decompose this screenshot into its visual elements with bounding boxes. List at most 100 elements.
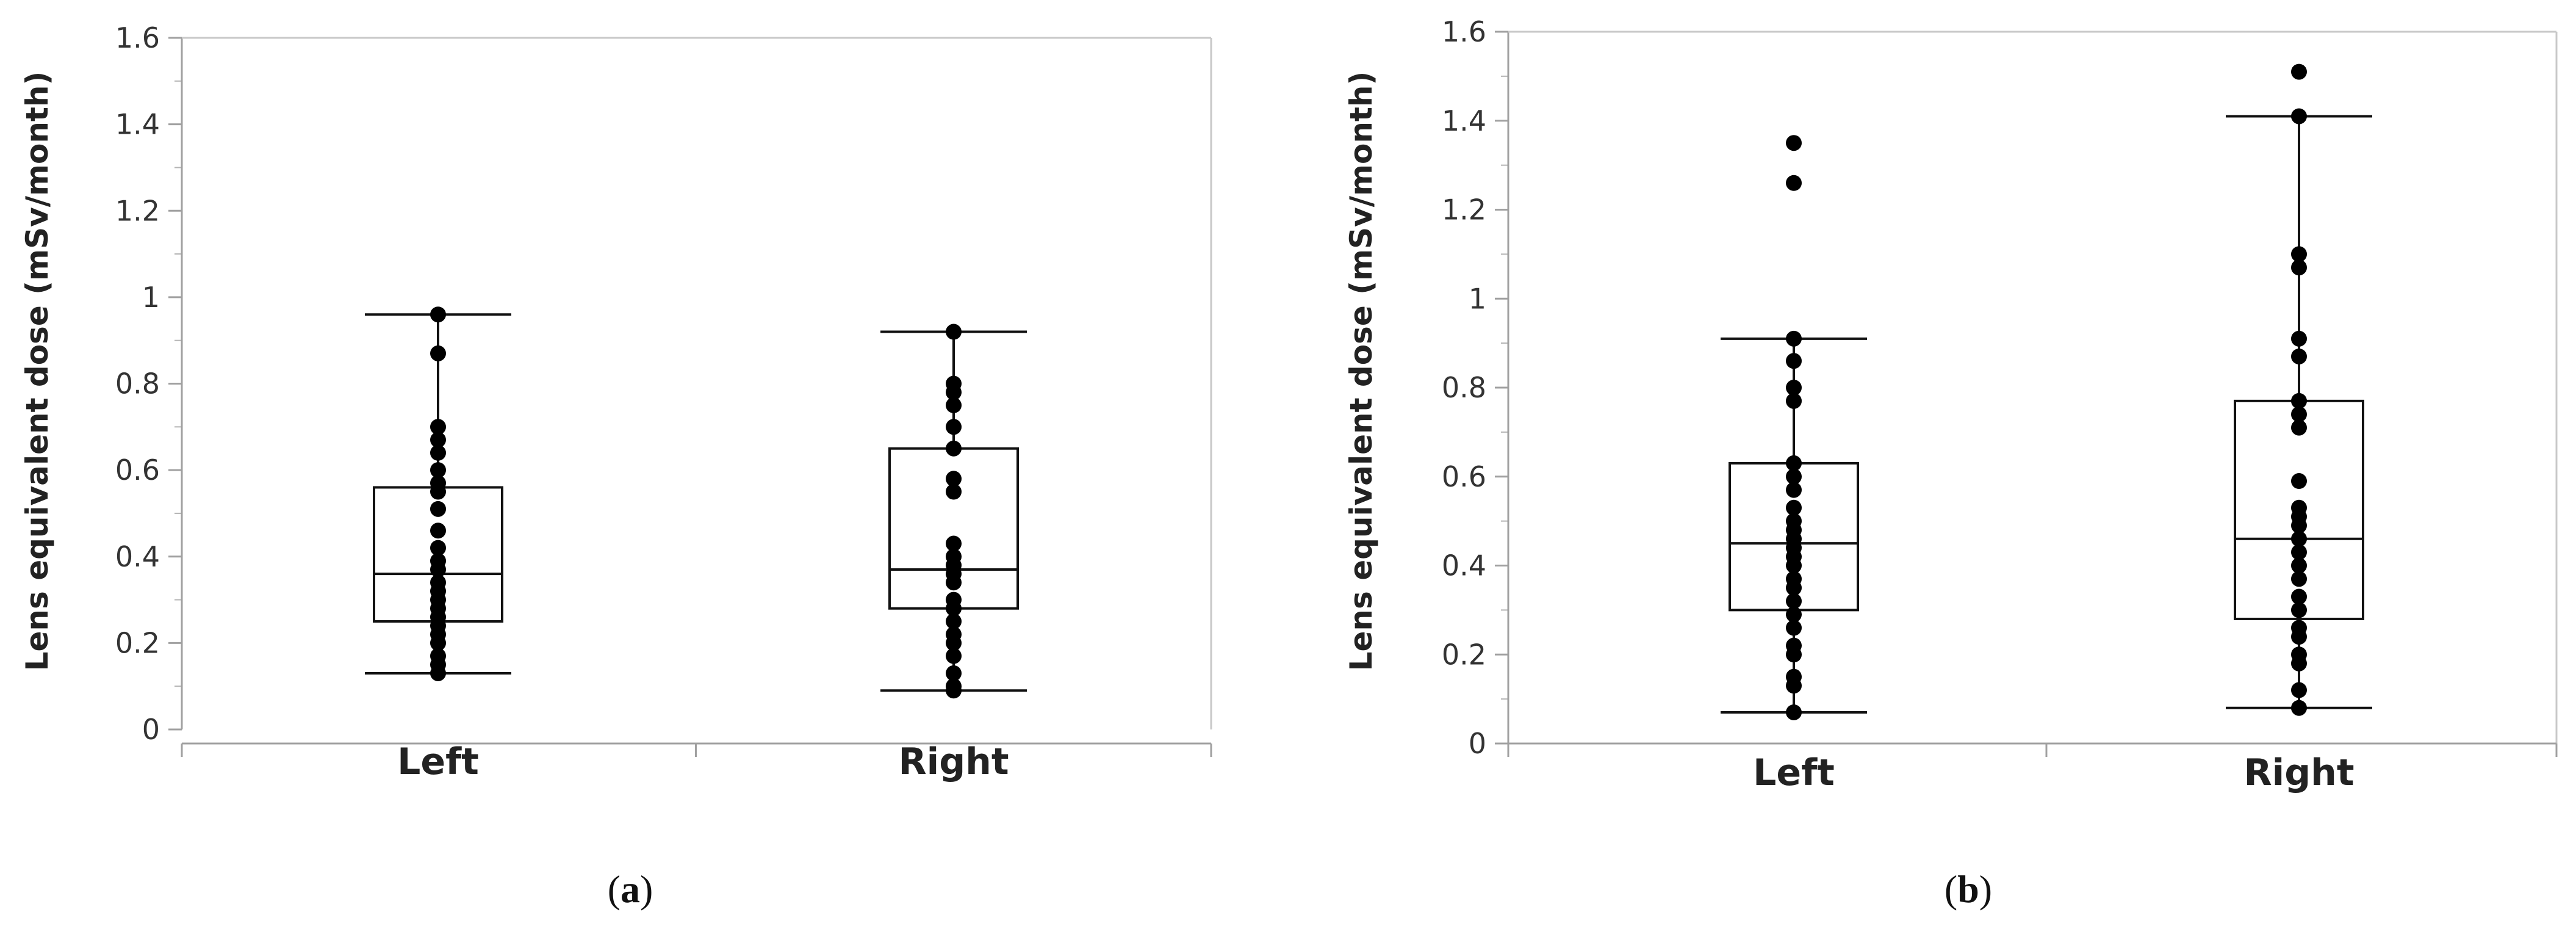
y-axis-title-a: Lens equivalent dose (mSv/month) (20, 71, 55, 671)
data-point (2291, 530, 2307, 547)
data-point (1786, 593, 1802, 609)
data-point (2291, 259, 2307, 276)
x-categories-a: Left Right (397, 740, 1009, 783)
data-point (2291, 393, 2307, 409)
y-tick-label: 1.2 (1442, 194, 1486, 226)
data-point (430, 462, 446, 479)
data-point (946, 397, 962, 413)
data-point (946, 635, 962, 651)
data-point (2291, 629, 2307, 645)
y-axis-title: Lens equivalent dose (mSv/month) (1344, 71, 1379, 671)
box-right (2226, 63, 2372, 716)
data-point (946, 574, 962, 591)
data-point (2291, 588, 2307, 605)
data-point (1786, 557, 1802, 574)
data-point (430, 306, 446, 323)
data-point (2291, 557, 2307, 574)
y-tick-label: 0.2 (1442, 638, 1486, 671)
x-categories-b: Left Right (1753, 751, 2354, 794)
y-ticks-b: 0 0.2 0.4 0.6 0.8 1 1.2 1.4 1.6 (1442, 15, 1508, 760)
category-label-right: Right (898, 740, 1009, 783)
data-point (1786, 704, 1802, 720)
data-point (1786, 175, 1802, 191)
data-point (2291, 655, 2307, 671)
y-tick-label: 0.6 (115, 454, 160, 487)
y-ticks-a: 0 0.2 0.4 0.6 0.8 1 1.2 1.4 1.6 (115, 21, 182, 746)
data-point (1786, 380, 1802, 396)
data-point (946, 384, 962, 400)
data-point (2291, 602, 2307, 618)
y-tick-label: 0.8 (1442, 371, 1486, 404)
data-point (1786, 646, 1802, 663)
y-tick-label: 1.6 (115, 21, 160, 54)
y-tick-label: 1 (142, 281, 160, 314)
data-point (1786, 393, 1802, 409)
data-point (946, 483, 962, 500)
y-tick-label: 0 (142, 713, 160, 746)
data-point (1786, 455, 1802, 471)
data-point (430, 432, 446, 448)
data-point (430, 665, 446, 681)
y-tick-label: 0.4 (115, 540, 160, 573)
data-point (2291, 406, 2307, 422)
data-point (946, 682, 962, 699)
data-point (1786, 678, 1802, 694)
data-point (946, 471, 962, 487)
data-point (1786, 135, 1802, 151)
panel-label-b: b (1957, 867, 1979, 911)
data-point (430, 561, 446, 577)
data-point (2291, 246, 2307, 262)
y-tick-label: 0 (1469, 727, 1486, 760)
data-point (2291, 348, 2307, 364)
plot-area-a (181, 37, 1212, 757)
box-right (880, 324, 1027, 699)
data-point (2291, 330, 2307, 347)
category-label-right: Right (2243, 751, 2354, 794)
category-label-left: Left (1753, 751, 1835, 794)
y-tick-label: 1.4 (1442, 104, 1486, 137)
data-point (1786, 499, 1802, 516)
data-point (2291, 544, 2307, 560)
data-point (1786, 482, 1802, 498)
data-point (2291, 473, 2307, 490)
y-tick-label: 0.2 (115, 626, 160, 659)
data-point (946, 324, 962, 340)
y-tick-label: 1.4 (115, 108, 160, 141)
data-point (946, 419, 962, 435)
panel-label-a: a (621, 867, 640, 911)
data-point (946, 648, 962, 664)
data-point (430, 345, 446, 361)
data-point (430, 540, 446, 556)
box-left (365, 306, 511, 681)
data-point (1786, 353, 1802, 369)
data-point (946, 613, 962, 629)
data-point (1786, 330, 1802, 347)
plot-area-b (1507, 31, 2558, 757)
data-point (2291, 682, 2307, 698)
data-point (1786, 579, 1802, 596)
category-label-left: Left (397, 740, 479, 783)
y-tick-label: 0.4 (1442, 549, 1486, 582)
data-point (1786, 606, 1802, 623)
panel-a: Lens equivalent dose (mSv/month) 0 0.2 0.4… (20, 21, 1212, 911)
y-tick-label: 1.6 (1442, 15, 1486, 48)
data-point (2291, 419, 2307, 436)
data-point (430, 419, 446, 435)
data-point (430, 501, 446, 517)
y-axis-title: Lens equivalent dose (mSv/month) (20, 71, 55, 671)
y-tick-label: 1.2 (115, 194, 160, 227)
data-point (1786, 620, 1802, 636)
y-tick-label: 0.8 (115, 367, 160, 400)
y-tick-label: 0.6 (1442, 460, 1486, 493)
data-point (2291, 700, 2307, 716)
y-axis-title-b: Lens equivalent dose (mSv/month) (1344, 71, 1379, 671)
data-point (946, 600, 962, 617)
data-point (430, 523, 446, 539)
data-point (946, 665, 962, 681)
panel-caption-a: (a) (608, 867, 653, 911)
data-point (2291, 63, 2307, 80)
data-point (430, 444, 446, 461)
y-tick-label: 1 (1469, 282, 1486, 315)
data-point (2291, 517, 2307, 534)
